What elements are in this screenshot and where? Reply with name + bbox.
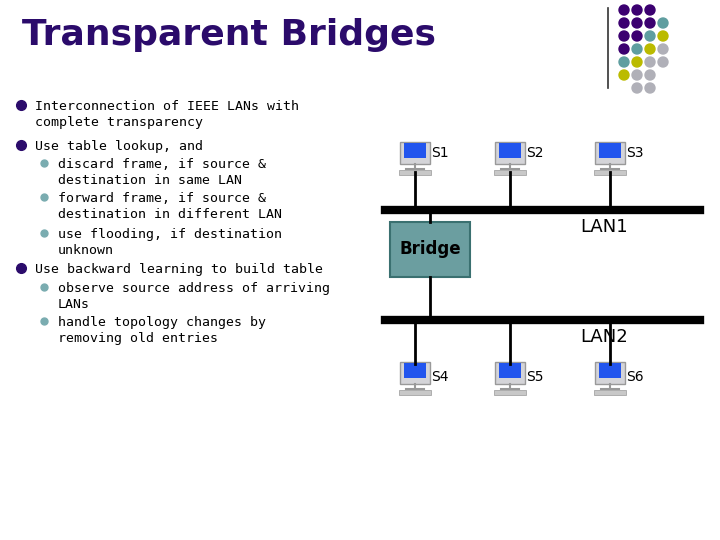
Text: S6: S6 — [626, 370, 644, 384]
Circle shape — [632, 57, 642, 67]
Text: S4: S4 — [431, 370, 449, 384]
Text: Use backward learning to build table: Use backward learning to build table — [35, 263, 323, 276]
Text: LAN2: LAN2 — [580, 328, 628, 346]
Circle shape — [632, 44, 642, 54]
Circle shape — [645, 5, 655, 15]
Bar — [390, 222, 470, 277]
Circle shape — [645, 70, 655, 80]
Text: handle topology changes by
removing old entries: handle topology changes by removing old … — [58, 316, 266, 345]
Bar — [499, 363, 521, 378]
Circle shape — [658, 18, 668, 28]
Circle shape — [619, 57, 629, 67]
Text: observe source address of arriving
LANs: observe source address of arriving LANs — [58, 282, 330, 311]
Text: use flooding, if destination
unknown: use flooding, if destination unknown — [58, 228, 282, 257]
Circle shape — [645, 18, 655, 28]
Circle shape — [645, 57, 655, 67]
Bar — [599, 143, 621, 158]
Text: S3: S3 — [626, 146, 644, 160]
Circle shape — [619, 18, 629, 28]
Text: S2: S2 — [526, 146, 544, 160]
Circle shape — [632, 18, 642, 28]
Circle shape — [658, 31, 668, 41]
Text: forward frame, if source &
destination in different LAN: forward frame, if source & destination i… — [58, 192, 282, 221]
Text: Bridge: Bridge — [399, 240, 461, 259]
Bar — [494, 170, 526, 175]
Circle shape — [619, 70, 629, 80]
Circle shape — [658, 44, 668, 54]
Bar — [495, 361, 525, 383]
Bar — [404, 143, 426, 158]
Bar — [495, 141, 525, 164]
Bar — [399, 170, 431, 175]
Circle shape — [632, 70, 642, 80]
Text: S5: S5 — [526, 370, 544, 384]
Circle shape — [632, 31, 642, 41]
Bar — [494, 390, 526, 395]
Circle shape — [645, 31, 655, 41]
Text: Interconnection of IEEE LANs with
complete transparency: Interconnection of IEEE LANs with comple… — [35, 100, 299, 129]
Circle shape — [619, 44, 629, 54]
Circle shape — [619, 5, 629, 15]
Bar — [400, 361, 430, 383]
Circle shape — [645, 83, 655, 93]
Bar — [499, 143, 521, 158]
Bar — [595, 141, 625, 164]
Bar — [399, 390, 431, 395]
Bar — [599, 363, 621, 378]
Text: Transparent Bridges: Transparent Bridges — [22, 18, 436, 52]
Text: Use table lookup, and: Use table lookup, and — [35, 140, 203, 153]
Bar — [594, 170, 626, 175]
Text: LAN1: LAN1 — [580, 218, 628, 236]
Circle shape — [645, 44, 655, 54]
Bar — [400, 141, 430, 164]
Bar — [595, 361, 625, 383]
Circle shape — [658, 57, 668, 67]
Circle shape — [632, 5, 642, 15]
Text: S1: S1 — [431, 146, 449, 160]
Circle shape — [619, 31, 629, 41]
Text: discard frame, if source &
destination in same LAN: discard frame, if source & destination i… — [58, 158, 266, 187]
Bar — [594, 390, 626, 395]
Circle shape — [632, 83, 642, 93]
Bar — [404, 363, 426, 378]
